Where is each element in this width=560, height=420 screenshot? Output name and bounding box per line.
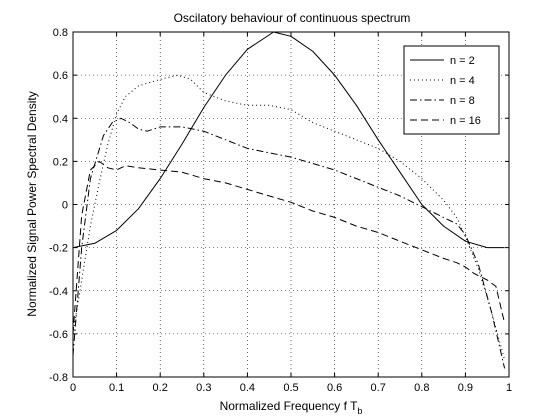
x-tick-label: 0.7: [371, 382, 386, 394]
x-axis-title: Normalized Frequency f Tb: [220, 399, 363, 416]
series-layer: [72, 31, 506, 369]
legend-label: n = 8: [450, 95, 475, 107]
y-tick-label: -0.6: [49, 329, 68, 341]
y-tick-label: 0.4: [53, 113, 68, 125]
x-tick-label: 0.2: [153, 382, 168, 394]
legend-label: n = 4: [450, 75, 475, 87]
y-tick-label: 0.6: [53, 70, 68, 82]
x-tick-label: 0.6: [327, 382, 342, 394]
x-axis-title-subscript: b: [357, 406, 362, 416]
chart-title: Oscilatory behaviour of continuous spect…: [174, 11, 411, 25]
x-tick-label: 0.5: [283, 382, 298, 394]
x-tick-label: 0.1: [109, 382, 124, 394]
series-line-n16: [72, 160, 506, 334]
series-line-n4: [72, 74, 506, 360]
legend-label: n = 16: [450, 115, 481, 127]
ticks: 0 0.1 0.2 0.3 0.4 0.5 0.6 0.7 0.8 0.9 1 -0.8 -0.6 -0.…: [49, 27, 512, 394]
x-tick-label: 0.4: [240, 382, 255, 394]
x-tick-label: 0.8: [414, 382, 429, 394]
series-line-n8: [72, 117, 506, 369]
y-tick-label: -0.2: [49, 243, 68, 255]
x-axis-title-main: Normalized Frequency f T: [220, 399, 359, 413]
y-tick-label: 0: [62, 200, 68, 212]
x-tick-label: 0: [70, 382, 76, 394]
x-tick-label: 0.9: [458, 382, 473, 394]
y-tick-label: -0.4: [49, 286, 68, 298]
legend: n = 2 n = 4 n = 8 n = 16: [403, 45, 500, 135]
legend-label: n = 2: [450, 55, 475, 67]
y-tick-label: 0.8: [53, 27, 68, 39]
x-tick-label: 0.3: [196, 382, 211, 394]
y-axis-title: Normalized Signal Power Spectral Density: [25, 91, 39, 316]
x-tick-label: 1: [506, 382, 512, 394]
y-tick-label: 0.2: [53, 156, 68, 168]
y-tick-label: -0.8: [49, 372, 68, 384]
series-line-n2: [72, 31, 505, 249]
legend-box: [403, 45, 500, 135]
